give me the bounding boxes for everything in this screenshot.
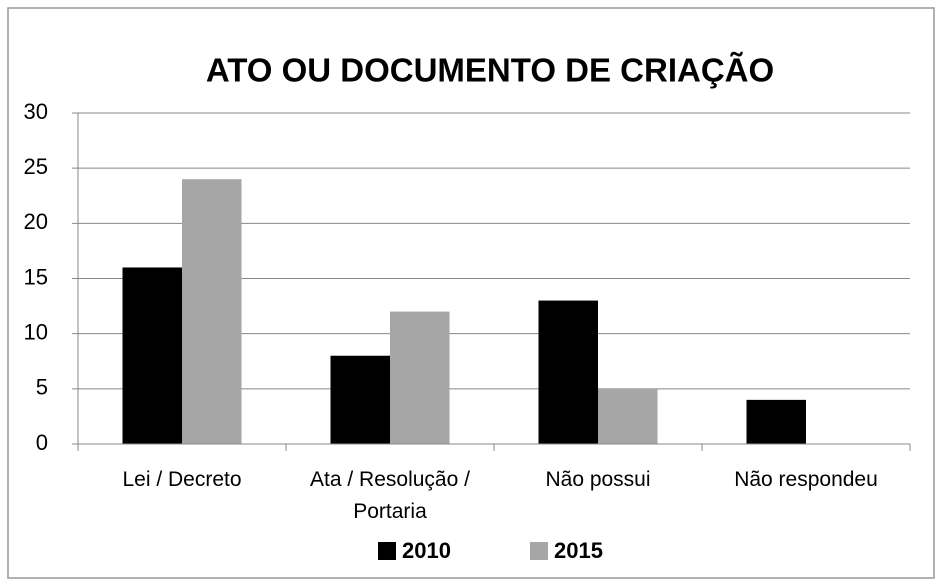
y-tick-label: 30 — [24, 99, 48, 124]
bar — [538, 300, 598, 444]
bar — [390, 311, 450, 444]
x-tick-label: Lei / Decreto — [122, 468, 242, 491]
legend-swatch — [530, 542, 548, 560]
legend-swatch — [378, 542, 396, 560]
bar — [182, 179, 242, 444]
legend-label: 2015 — [554, 538, 603, 563]
bar — [598, 388, 658, 444]
y-tick-label: 5 — [36, 375, 48, 400]
bar — [746, 399, 806, 444]
x-tick-label: Não respondeu — [734, 468, 878, 491]
x-tick-label: Não possui — [545, 468, 651, 491]
y-tick-label: 15 — [24, 264, 48, 289]
y-tick-label: 10 — [24, 319, 48, 344]
chart-title: ATO OU DOCUMENTO DE CRIAÇÃO — [206, 52, 774, 89]
x-tick-label: Ata / Resolução / Portaria — [310, 468, 470, 523]
y-tick-label: 25 — [24, 154, 48, 179]
legend-label: 2010 — [402, 538, 451, 563]
bar — [330, 355, 390, 444]
y-tick-label: 20 — [24, 209, 48, 234]
y-tick-label: 0 — [36, 430, 48, 455]
bar — [122, 267, 182, 444]
